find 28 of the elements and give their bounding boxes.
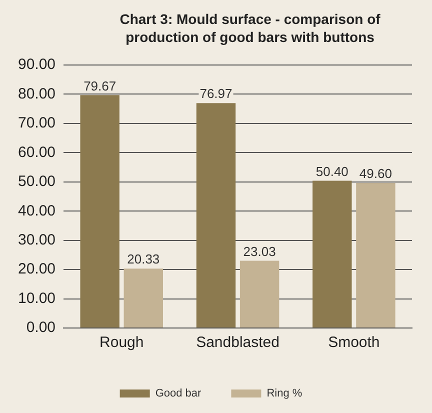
data-label: 79.67 [84, 78, 116, 94]
legend-label: Ring % [266, 388, 302, 400]
y-tick-label: 70.00 [18, 114, 56, 132]
y-tick-label: 60.00 [18, 144, 56, 161]
x-tick-label: Smooth [328, 334, 380, 352]
y-tick-label: 40.00 [18, 202, 56, 220]
y-tick-label: 10.00 [18, 290, 56, 307]
y-tick-label: 0.00 [26, 319, 56, 336]
bar [312, 180, 352, 328]
bar [240, 260, 280, 328]
x-tick-label: Rough [100, 334, 144, 352]
bar [124, 268, 163, 328]
y-tick-label: 30.00 [18, 231, 56, 248]
chart-title: Chart 3: Mould surface - comparison of production of good bars with buttons [118, 10, 382, 46]
bar [356, 183, 396, 328]
y-tick-label: 90.00 [18, 56, 56, 74]
data-label: 76.97 [200, 86, 232, 102]
y-tick-label: 50.00 [18, 173, 56, 190]
bar [80, 95, 120, 328]
x-tick-label: Sandblasted [196, 334, 280, 352]
legend-label: Good bar [155, 388, 202, 400]
y-tick-label: 20.00 [18, 260, 56, 278]
data-label: 50.40 [316, 164, 348, 179]
data-label: 23.03 [243, 244, 276, 259]
bar [196, 103, 236, 328]
y-tick-label: 80.00 [18, 85, 56, 102]
data-label: 20.33 [127, 252, 160, 267]
data-label: 49.60 [359, 166, 392, 182]
